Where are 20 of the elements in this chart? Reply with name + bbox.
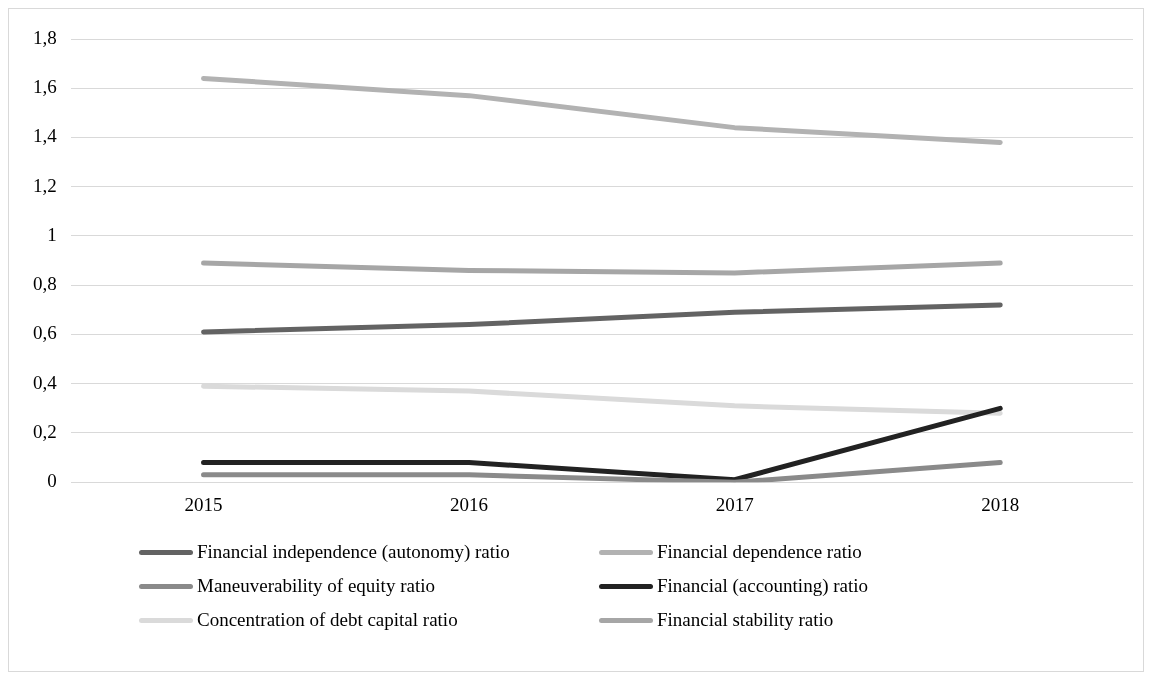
y-tick-label: 1,2 (33, 174, 57, 196)
y-tick-label: 1,6 (33, 76, 57, 98)
legend-label: Concentration of debt capital ratio (197, 609, 458, 631)
y-tick-label: 0,6 (33, 322, 57, 344)
y-tick-label: 1,4 (33, 125, 58, 147)
legend-label: Financial independence (autonomy) ratio (197, 541, 510, 563)
x-tick-label: 2016 (450, 493, 489, 515)
x-tick-label: 2018 (981, 493, 1020, 515)
x-tick-label: 2015 (184, 493, 223, 515)
y-tick-label: 1 (47, 223, 57, 245)
y-tick-label: 0,4 (33, 371, 58, 393)
legend-label: Financial dependence ratio (657, 541, 862, 563)
legend-label: Maneuverability of equity ratio (197, 575, 435, 597)
legend-label: Financial stability ratio (657, 609, 834, 631)
y-tick-label: 0 (47, 470, 57, 492)
y-tick-label: 1,8 (33, 26, 57, 48)
y-tick-label: 0,8 (33, 273, 57, 295)
y-tick-label: 0,2 (33, 420, 57, 442)
legend-label: Financial (accounting) ratio (657, 575, 869, 597)
x-tick-label: 2017 (715, 493, 754, 515)
